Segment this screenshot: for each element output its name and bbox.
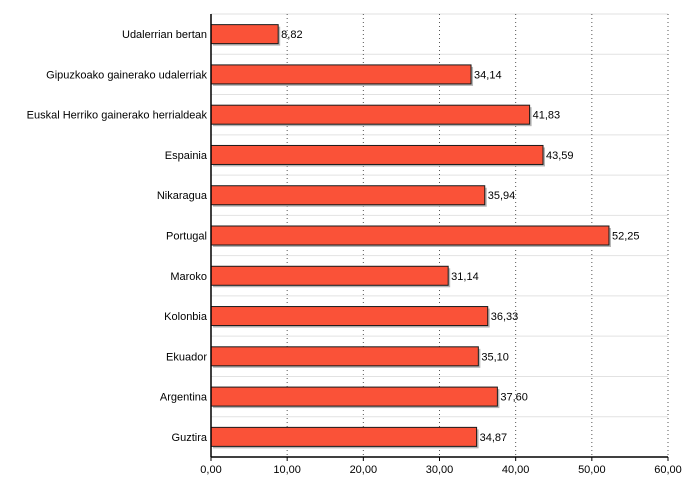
data-label: 34,87 — [480, 432, 508, 444]
category-label: Euskal Herriko gainerako herrialdeak — [27, 110, 208, 122]
x-tick-label: 60,00 — [654, 464, 682, 476]
x-tick-label: 50,00 — [578, 464, 606, 476]
x-tick-label: 20,00 — [350, 464, 378, 476]
category-label: Maroko — [170, 271, 207, 283]
bar — [210, 64, 472, 85]
bar — [210, 306, 489, 327]
data-label: 37,60 — [500, 392, 528, 404]
category-label: Nikaragua — [157, 190, 208, 202]
x-tick-label: 10,00 — [273, 464, 301, 476]
bar — [210, 185, 486, 206]
x-tick-labels: 0,00 10,00 20,00 30,00 40,00 50,00 60,00 — [200, 464, 681, 476]
data-label: 34,14 — [474, 69, 502, 81]
x-tick-label: 0,00 — [200, 464, 221, 476]
category-label: Espainia — [165, 150, 208, 162]
data-label: 52,25 — [612, 231, 640, 243]
bar — [210, 386, 498, 407]
bars — [210, 24, 611, 449]
category-label: Gipuzkoako gainerako udalerriak — [46, 69, 207, 81]
axes — [210, 14, 669, 461]
data-label: 31,14 — [451, 271, 479, 283]
bar — [210, 225, 610, 246]
data-label: 35,10 — [481, 351, 509, 363]
bar — [210, 144, 544, 165]
x-tick-label: 40,00 — [502, 464, 530, 476]
data-label: 43,59 — [546, 150, 574, 162]
category-label: Guztira — [172, 432, 208, 444]
value-labels: 8,82 34,14 41,83 43,59 35,94 52,25 31,14 36,33 3… — [281, 29, 639, 444]
data-label: 35,94 — [488, 190, 516, 202]
category-label: Argentina — [160, 392, 208, 404]
bar — [210, 426, 478, 447]
x-tick-label: 30,00 — [426, 464, 454, 476]
bar — [210, 346, 479, 367]
data-label: 41,83 — [533, 110, 561, 122]
category-label: Ekuador — [166, 351, 207, 363]
category-label: Portugal — [166, 231, 207, 243]
bar — [210, 24, 279, 45]
category-label: Udalerrian bertan — [122, 29, 207, 41]
category-label: Kolonbia — [164, 311, 208, 323]
data-label: 36,33 — [491, 311, 519, 323]
data-label: 8,82 — [281, 29, 302, 41]
category-labels: Udalerrian bertan Gipuzkoako gainerako ud… — [27, 29, 208, 444]
bar — [210, 265, 449, 286]
bar — [210, 104, 531, 125]
